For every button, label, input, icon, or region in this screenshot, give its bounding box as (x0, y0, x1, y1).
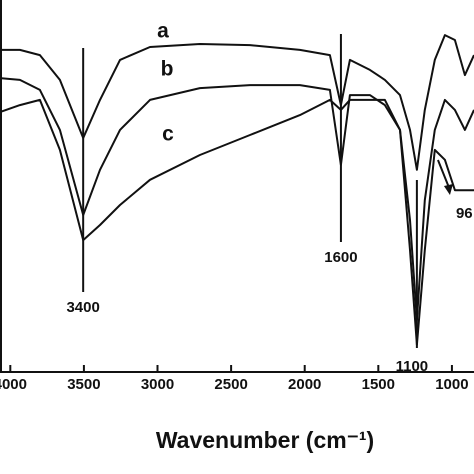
peak-label: 1100 (396, 358, 429, 375)
x-tick-label: 4000 (0, 376, 27, 393)
x-tick-label: 1000 (435, 376, 468, 393)
curve-label: b (161, 58, 174, 81)
arrow-head (443, 184, 453, 195)
x-tick-label: 2500 (214, 376, 247, 393)
x-axis-label: Wavenumber (cm⁻¹) (156, 427, 374, 453)
curve-label: a (157, 20, 169, 43)
curve-label: c (162, 123, 174, 146)
peak-label: 3400 (66, 299, 99, 316)
x-tick-label: 3000 (141, 376, 174, 393)
x-tick-label: 2000 (288, 376, 321, 393)
arrow (437, 159, 451, 191)
x-tick-label: 1500 (362, 376, 395, 393)
x-tick-label: 3500 (67, 376, 100, 393)
peak-label: 1600 (324, 249, 357, 266)
peak-label: 96 (456, 205, 473, 222)
spectrum-line (0, 77, 474, 322)
